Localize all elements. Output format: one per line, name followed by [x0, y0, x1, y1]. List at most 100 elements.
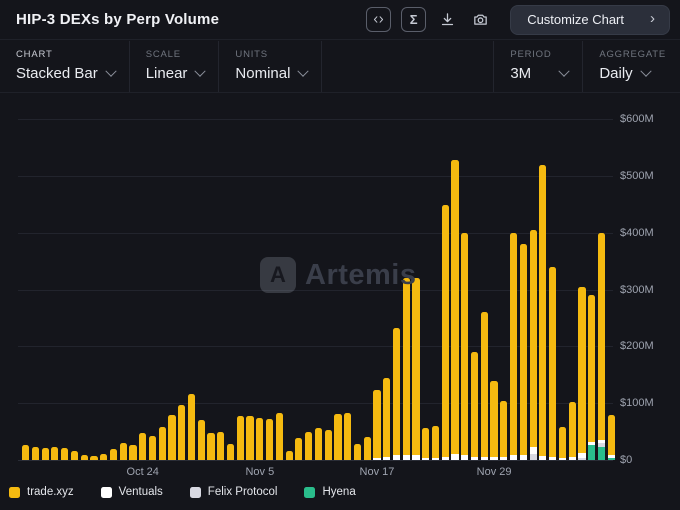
bar-segment-trade-xyz[interactable]	[470, 352, 479, 457]
bar-segment-ventuals[interactable]	[588, 442, 596, 446]
bar-segment-trade-xyz[interactable]	[246, 416, 254, 460]
bar-segment-trade-xyz[interactable]	[539, 165, 547, 457]
bar-segment-trade-xyz[interactable]	[431, 425, 440, 458]
bar-segment-trade-xyz[interactable]	[519, 244, 527, 455]
bar-segment-trade-xyz[interactable]	[578, 286, 586, 454]
bar-segment-ventuals[interactable]	[402, 454, 410, 460]
bar-segment-ventuals[interactable]	[539, 456, 547, 460]
bar-segment-trade-xyz[interactable]	[558, 427, 566, 458]
bar-segment-trade-xyz[interactable]	[109, 449, 118, 460]
bar-segment-trade-xyz[interactable]	[451, 159, 459, 455]
bar-segment-trade-xyz[interactable]	[529, 229, 537, 448]
bar-segment-trade-xyz[interactable]	[422, 428, 430, 458]
bar-segment-ventuals[interactable]	[383, 457, 391, 460]
legend-item-trade-xyz[interactable]: trade.xyz	[9, 486, 74, 498]
bar-segment-trade-xyz[interactable]	[383, 377, 391, 458]
bar-segment-trade-xyz[interactable]	[324, 429, 332, 460]
bar-segment-trade-xyz[interactable]	[90, 456, 98, 460]
embed-code-button[interactable]	[366, 7, 392, 32]
bar-segment-ventuals[interactable]	[373, 457, 381, 460]
bar-segment-trade-xyz[interactable]	[168, 414, 176, 460]
bar-segment-ventuals[interactable]	[412, 455, 420, 460]
bar-segment-ventuals[interactable]	[431, 457, 440, 460]
bar-segment-trade-xyz[interactable]	[266, 419, 274, 460]
legend-item-felix-protocol[interactable]: Felix Protocol	[189, 486, 277, 498]
bar-segment-ventuals[interactable]	[510, 455, 518, 460]
bar-segment-trade-xyz[interactable]	[314, 428, 322, 460]
bar-segment-trade-xyz[interactable]	[178, 404, 186, 460]
bar-segment-hyena[interactable]	[588, 445, 596, 460]
bar-segment-trade-xyz[interactable]	[334, 413, 342, 460]
formula-button[interactable]: Σ	[401, 7, 427, 32]
bar-segment-trade-xyz[interactable]	[197, 420, 205, 460]
bar-segment-trade-xyz[interactable]	[129, 445, 137, 460]
bar-segment-trade-xyz[interactable]	[61, 448, 69, 460]
bar-segment-ventuals[interactable]	[519, 454, 527, 460]
bar-segment-trade-xyz[interactable]	[119, 442, 127, 460]
bar-segment-felix-protocol[interactable]	[578, 457, 586, 460]
legend-item-hyena[interactable]: Hyena	[304, 486, 356, 498]
bar-segment-ventuals[interactable]	[461, 455, 469, 460]
download-button[interactable]	[436, 8, 459, 31]
bar-segment-trade-xyz[interactable]	[41, 448, 49, 460]
customize-chart-button[interactable]: Customize Chart ›	[510, 4, 670, 35]
bar-segment-trade-xyz[interactable]	[236, 415, 244, 460]
bar-segment-trade-xyz[interactable]	[402, 278, 410, 455]
bar-segment-ventuals[interactable]	[392, 455, 401, 460]
bar-segment-trade-xyz[interactable]	[158, 427, 166, 460]
bar-segment-trade-xyz[interactable]	[480, 312, 488, 457]
scale-select[interactable]: SCALE Linear	[130, 41, 219, 92]
bar-segment-trade-xyz[interactable]	[100, 453, 108, 460]
bar-segment-felix-protocol[interactable]	[597, 442, 606, 447]
bar-segment-trade-xyz[interactable]	[392, 328, 401, 456]
bar-segment-trade-xyz[interactable]	[275, 413, 283, 460]
bar-segment-trade-xyz[interactable]	[353, 443, 362, 460]
bar-segment-ventuals[interactable]	[568, 457, 576, 460]
period-select[interactable]: PERIOD 3M	[494, 41, 582, 92]
bar-segment-trade-xyz[interactable]	[607, 415, 615, 456]
bar-segment-trade-xyz[interactable]	[510, 232, 518, 456]
bar-segment-trade-xyz[interactable]	[70, 451, 78, 460]
bar-segment-trade-xyz[interactable]	[588, 295, 596, 443]
bar-segment-trade-xyz[interactable]	[217, 431, 225, 460]
bar-segment-trade-xyz[interactable]	[373, 389, 381, 458]
bar-segment-trade-xyz[interactable]	[31, 447, 39, 460]
bar-segment-ventuals[interactable]	[490, 457, 498, 460]
bar-segment-ventuals[interactable]	[549, 456, 557, 460]
bar-segment-ventuals[interactable]	[500, 456, 508, 460]
bar-segment-trade-xyz[interactable]	[207, 433, 215, 460]
bar-segment-ventuals[interactable]	[578, 453, 586, 458]
bar-segment-trade-xyz[interactable]	[295, 438, 303, 460]
bar-segment-trade-xyz[interactable]	[226, 444, 235, 460]
bar-segment-trade-xyz[interactable]	[344, 413, 352, 460]
bar-segment-trade-xyz[interactable]	[285, 450, 293, 460]
bar-segment-trade-xyz[interactable]	[139, 432, 147, 460]
aggregate-select[interactable]: AGGREGATE Daily	[583, 41, 680, 92]
bar-segment-trade-xyz[interactable]	[22, 445, 30, 460]
bar-segment-hyena[interactable]	[607, 458, 615, 460]
bar-segment-trade-xyz[interactable]	[363, 437, 371, 460]
bar-segment-trade-xyz[interactable]	[187, 394, 196, 460]
bar-segment-felix-protocol[interactable]	[529, 454, 537, 460]
screenshot-button[interactable]	[469, 8, 492, 31]
bar-segment-trade-xyz[interactable]	[412, 278, 420, 456]
bar-segment-ventuals[interactable]	[558, 457, 566, 460]
bar-segment-trade-xyz[interactable]	[461, 232, 469, 456]
bar-segment-trade-xyz[interactable]	[500, 400, 508, 457]
bar-segment-trade-xyz[interactable]	[305, 431, 313, 460]
bar-segment-trade-xyz[interactable]	[597, 232, 606, 441]
bar-segment-trade-xyz[interactable]	[490, 381, 498, 458]
bar-segment-ventuals[interactable]	[480, 456, 488, 460]
bar-segment-ventuals[interactable]	[607, 455, 615, 459]
bar-segment-trade-xyz[interactable]	[549, 266, 557, 457]
bar-segment-trade-xyz[interactable]	[256, 417, 264, 460]
units-select[interactable]: UNITS Nominal	[219, 41, 321, 92]
bar-segment-trade-xyz[interactable]	[80, 454, 88, 460]
bar-segment-trade-xyz[interactable]	[441, 204, 449, 457]
bar-segment-ventuals[interactable]	[529, 447, 537, 455]
legend-item-ventuals[interactable]: Ventuals	[100, 486, 163, 498]
bar-segment-trade-xyz[interactable]	[51, 447, 59, 460]
chart-type-select[interactable]: CHART Stacked Bar	[0, 41, 129, 92]
bar-segment-ventuals[interactable]	[597, 440, 606, 443]
bar-segment-ventuals[interactable]	[470, 456, 479, 460]
